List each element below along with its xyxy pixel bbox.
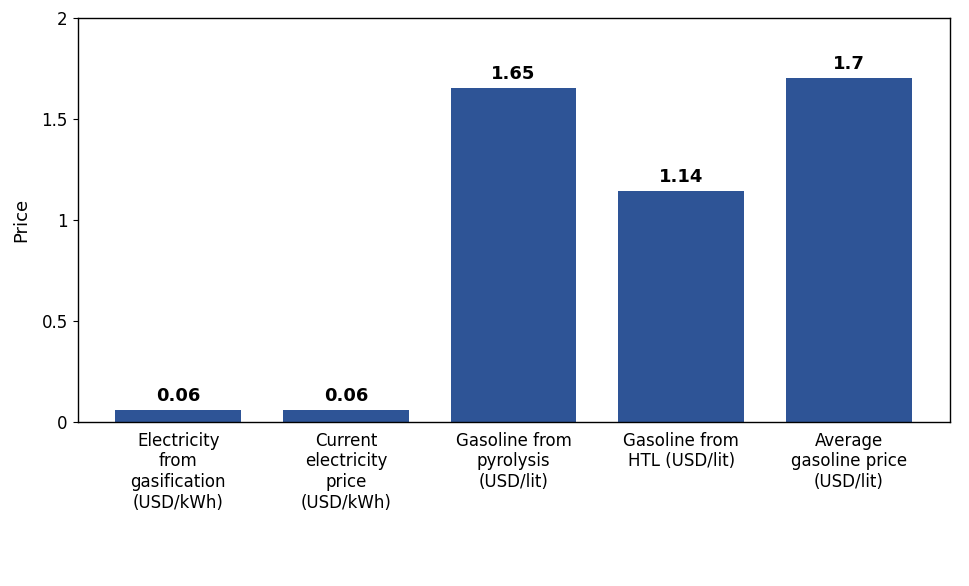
Bar bbox=[618, 192, 744, 422]
Text: 0.06: 0.06 bbox=[324, 387, 368, 405]
Bar bbox=[786, 79, 912, 422]
Text: 1.14: 1.14 bbox=[659, 168, 703, 186]
Bar bbox=[283, 410, 409, 422]
Text: 0.06: 0.06 bbox=[156, 387, 201, 405]
Bar bbox=[115, 410, 241, 422]
Text: 1.65: 1.65 bbox=[491, 65, 536, 83]
Bar bbox=[451, 88, 577, 422]
Y-axis label: Price: Price bbox=[13, 197, 30, 242]
Text: 1.7: 1.7 bbox=[833, 55, 865, 73]
